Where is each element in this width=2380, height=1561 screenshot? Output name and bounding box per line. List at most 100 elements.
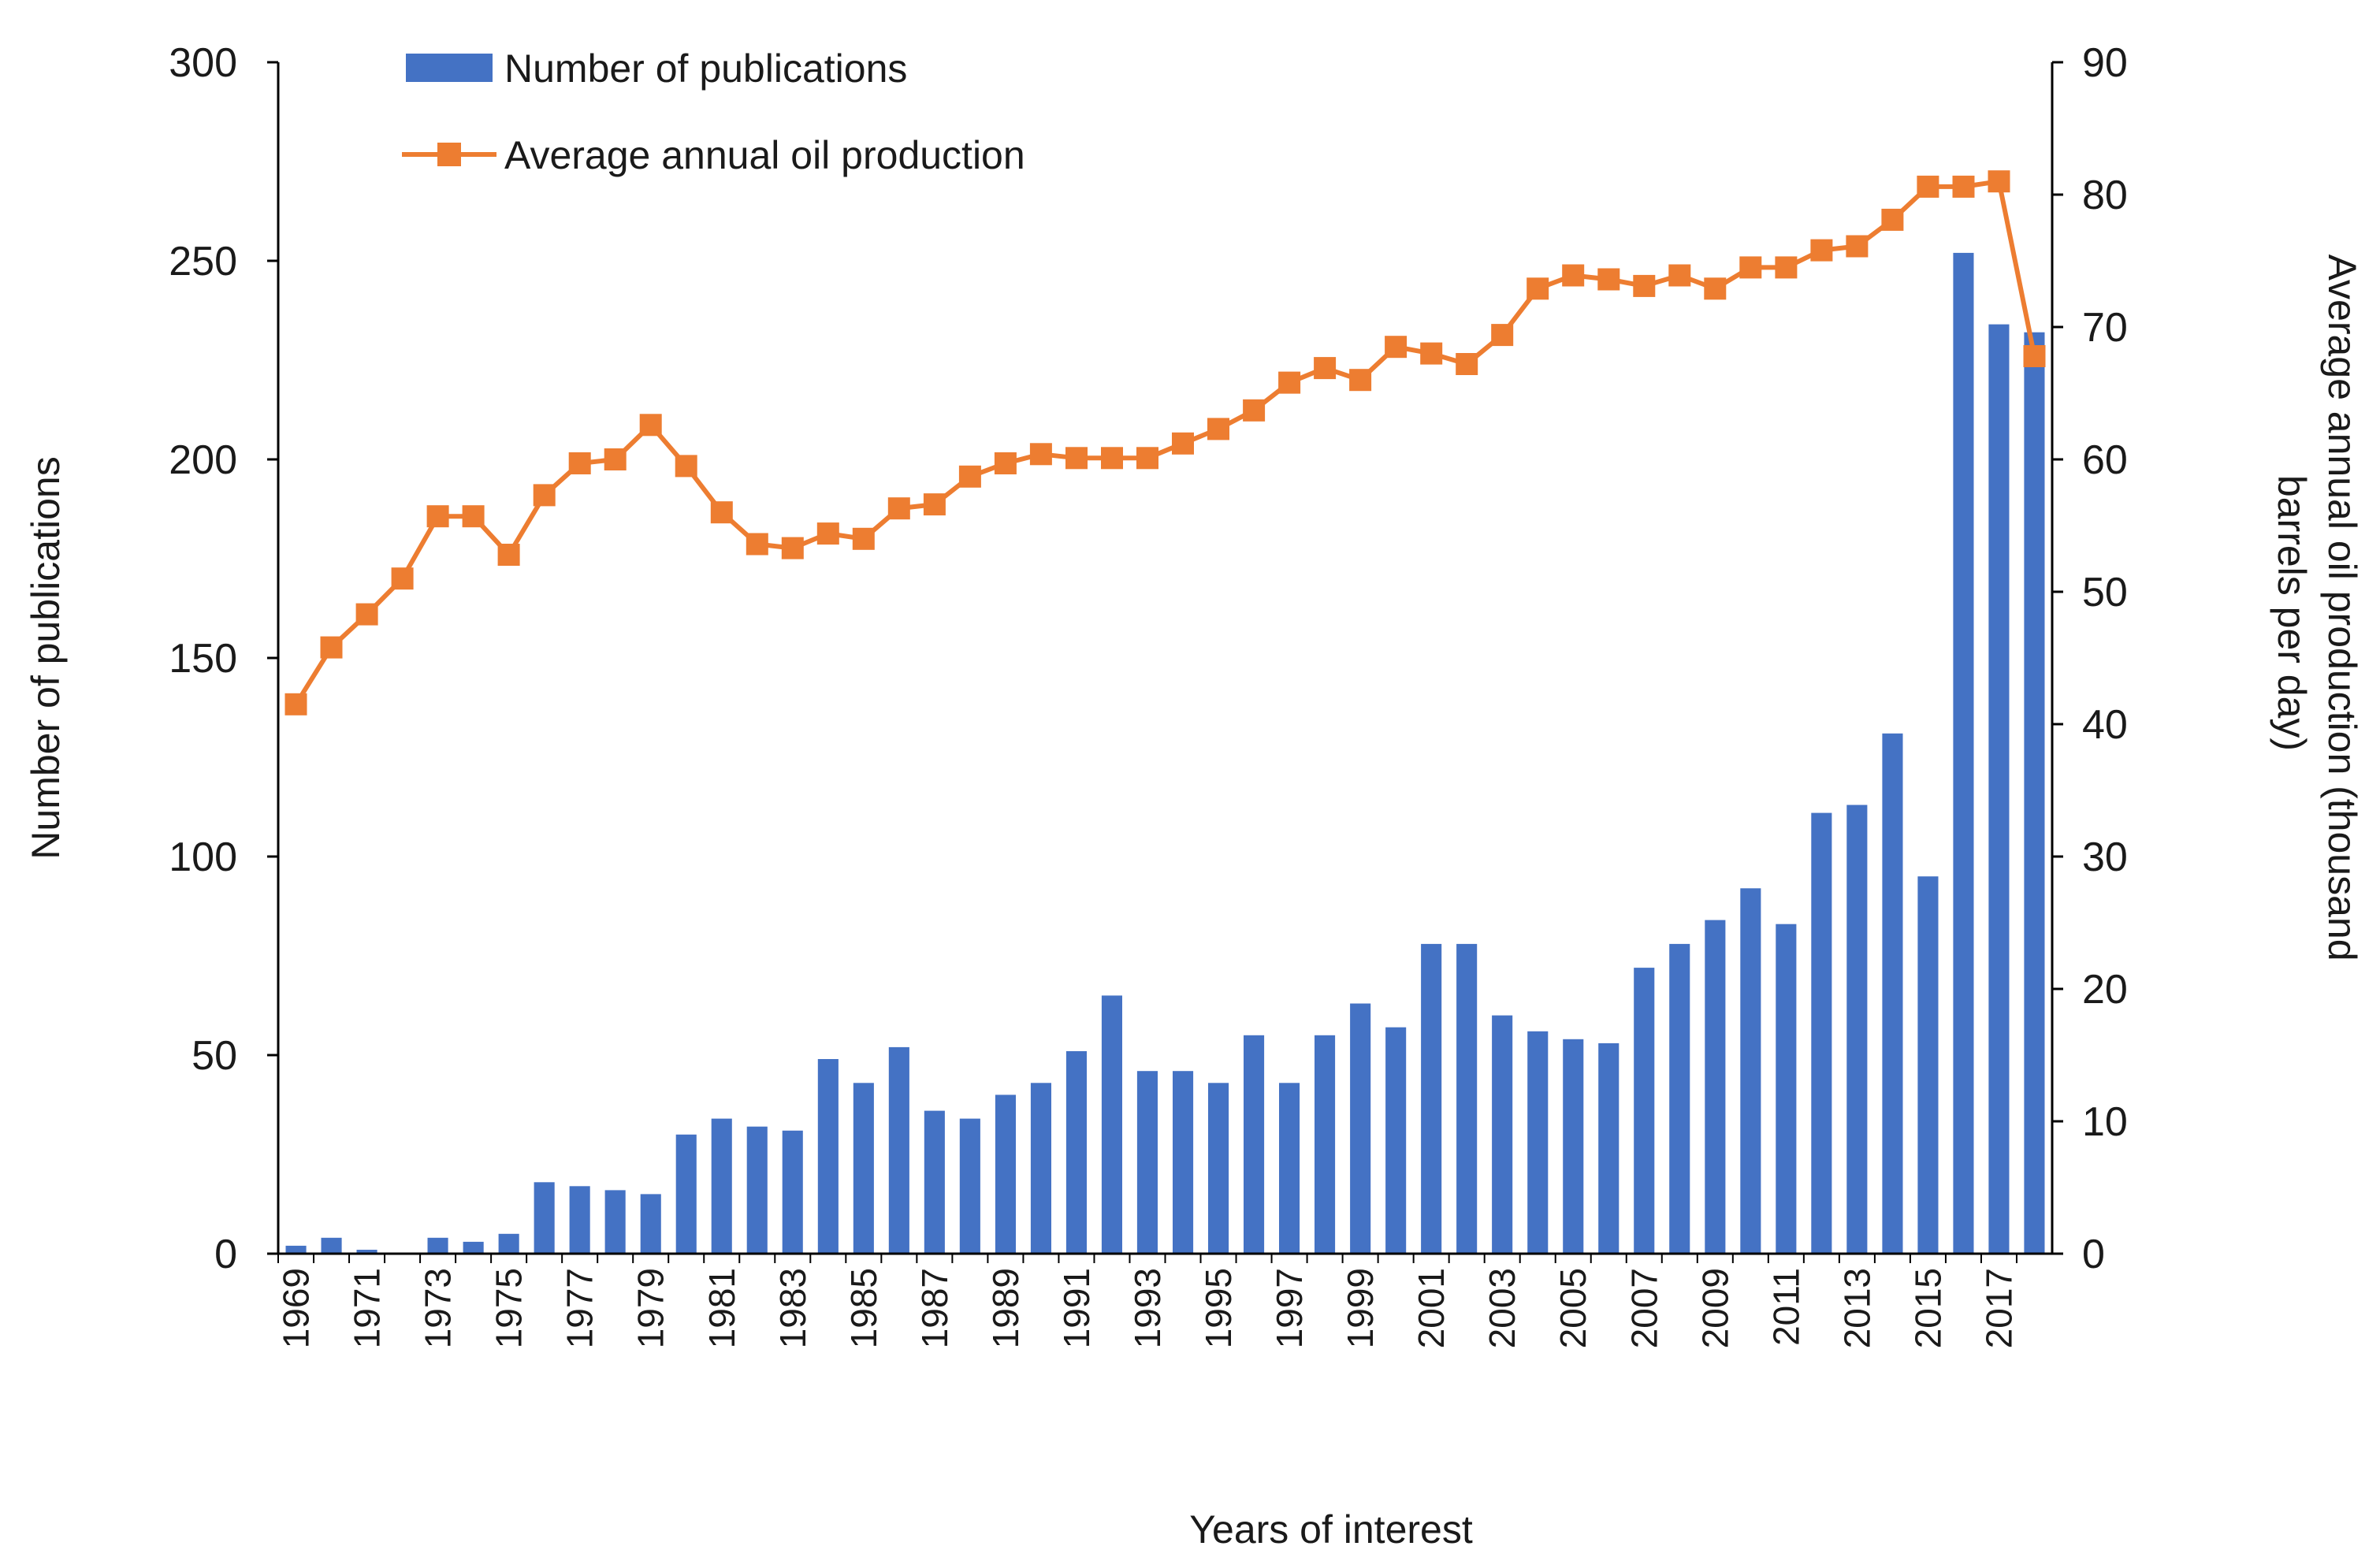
x-tick-label-2017: 2017 — [1979, 1268, 2020, 1348]
x-tick-label-1975: 1975 — [489, 1268, 530, 1348]
left-tick-label: 300 — [169, 40, 237, 86]
bar-2012 — [1811, 812, 1832, 1254]
oil-marker-1970 — [320, 636, 343, 659]
oil-marker-2011 — [1775, 256, 1798, 279]
x-tick-label-1989: 1989 — [985, 1268, 1026, 1348]
bar-1987 — [924, 1110, 945, 1254]
right-y-axis-title: Average annual oil production (thousand … — [2270, 255, 2364, 972]
oil-marker-1981 — [710, 501, 733, 524]
bar-2003 — [1492, 1015, 1513, 1254]
x-tick-label-2015: 2015 — [1907, 1268, 1948, 1348]
bar-1995 — [1208, 1083, 1229, 1254]
oil-marker-1997 — [1278, 371, 1301, 394]
oil-marker-1986 — [887, 497, 910, 520]
legend: Number of publications Average annual oi… — [402, 46, 1025, 177]
legend-label-oil: Average annual oil production — [504, 133, 1025, 177]
oil-marker-2003 — [1491, 324, 1514, 347]
bar-1998 — [1315, 1035, 1336, 1254]
oil-marker-1996 — [1243, 399, 1266, 422]
oil-marker-1979 — [639, 414, 662, 437]
right-tick-label: 50 — [2082, 570, 2128, 615]
bar-2001 — [1421, 943, 1442, 1254]
bar-2006 — [1598, 1043, 1620, 1254]
x-tick-label-1985: 1985 — [843, 1268, 884, 1348]
bar-1999 — [1350, 1003, 1371, 1254]
left-tick-label: 100 — [169, 834, 237, 880]
x-tick-label-1983: 1983 — [772, 1268, 813, 1348]
oil-marker-1993 — [1136, 447, 1158, 470]
right-tick-label: 90 — [2082, 40, 2128, 86]
bar-2016 — [1953, 252, 1974, 1254]
oil-marker-1971 — [355, 603, 378, 626]
x-tick-label-1987: 1987 — [914, 1268, 955, 1348]
oil-marker-1983 — [781, 537, 804, 559]
oil-marker-1980 — [675, 455, 697, 478]
x-tick-label-2003: 2003 — [1482, 1268, 1523, 1348]
right-tick-label: 70 — [2082, 305, 2128, 351]
x-tick-label-1977: 1977 — [560, 1268, 601, 1348]
x-tick-label-1981: 1981 — [701, 1268, 742, 1348]
bar-2010 — [1740, 888, 1761, 1254]
oil-marker-1975 — [497, 544, 520, 566]
bar-1991 — [1065, 1051, 1087, 1254]
legend-swatch-oil-marker — [437, 143, 461, 166]
x-tick-label-1999: 1999 — [1340, 1268, 1381, 1348]
bar-1985 — [853, 1083, 874, 1254]
oil-marker-1973 — [426, 505, 449, 528]
oil-marker-1994 — [1172, 432, 1194, 455]
bar-2013 — [1846, 805, 1868, 1254]
bar-1983 — [782, 1130, 803, 1254]
left-tick-label: 50 — [192, 1033, 237, 1079]
oil-marker-1969 — [284, 693, 307, 715]
bar-2011 — [1776, 924, 1797, 1254]
bar-1984 — [817, 1059, 839, 1254]
bar-1969 — [285, 1245, 307, 1254]
x-tick-label-2007: 2007 — [1623, 1268, 1664, 1348]
oil-marker-2004 — [1527, 277, 1549, 300]
x-tick-label-1971: 1971 — [347, 1268, 388, 1348]
left-tick-label: 250 — [169, 239, 237, 284]
oil-production-line — [284, 170, 2046, 715]
oil-marker-2007 — [1633, 274, 1656, 297]
left-y-axis-title: Number of publications — [24, 456, 68, 859]
x-tick-label-1995: 1995 — [1198, 1268, 1239, 1348]
oil-marker-2015 — [1917, 175, 1939, 198]
x-tick-label-1993: 1993 — [1127, 1268, 1168, 1348]
bar-1975 — [498, 1233, 519, 1254]
oil-marker-2017 — [1988, 170, 2010, 193]
bar-1973 — [427, 1237, 448, 1254]
publication-bars — [285, 252, 2045, 1254]
bar-1982 — [746, 1126, 768, 1254]
oil-marker-2000 — [1385, 336, 1408, 359]
bar-1992 — [1101, 995, 1122, 1254]
oil-marker-2005 — [1562, 264, 1585, 287]
left-tick-label: 0 — [214, 1232, 237, 1277]
oil-marker-2013 — [1846, 235, 1869, 258]
left-tick-label: 150 — [169, 636, 237, 682]
bar-2004 — [1527, 1031, 1549, 1254]
bar-1970 — [321, 1237, 342, 1254]
bar-1986 — [888, 1046, 909, 1254]
oil-marker-1990 — [1029, 443, 1052, 466]
oil-marker-1988 — [958, 465, 981, 488]
oil-production-polyline — [293, 179, 2037, 706]
right-y-ticks: 0 10 20 30 40 50 60 70 80 90 — [2052, 40, 2128, 1277]
bar-1988 — [959, 1118, 980, 1254]
left-y-ticks: 0 50 100 150 200 250 300 — [169, 40, 278, 1277]
oil-marker-1972 — [391, 567, 414, 590]
bar-2008 — [1669, 943, 1690, 1254]
x-tick-label-1969: 1969 — [276, 1268, 317, 1348]
oil-marker-1992 — [1101, 447, 1123, 470]
oil-marker-2014 — [1881, 208, 1904, 231]
oil-marker-1987 — [923, 493, 946, 516]
legend-label-publications: Number of publications — [504, 46, 907, 91]
bar-1981 — [711, 1118, 732, 1254]
right-y-axis-title-line2: barrels per day) — [2270, 475, 2314, 751]
oil-marker-1974 — [462, 505, 485, 528]
right-tick-label: 10 — [2082, 1099, 2128, 1145]
bar-1974 — [463, 1241, 484, 1254]
bar-1997 — [1279, 1083, 1300, 1254]
right-tick-label: 30 — [2082, 834, 2128, 880]
x-tick-label-2009: 2009 — [1694, 1268, 1735, 1348]
x-tick-label-1979: 1979 — [630, 1268, 671, 1348]
